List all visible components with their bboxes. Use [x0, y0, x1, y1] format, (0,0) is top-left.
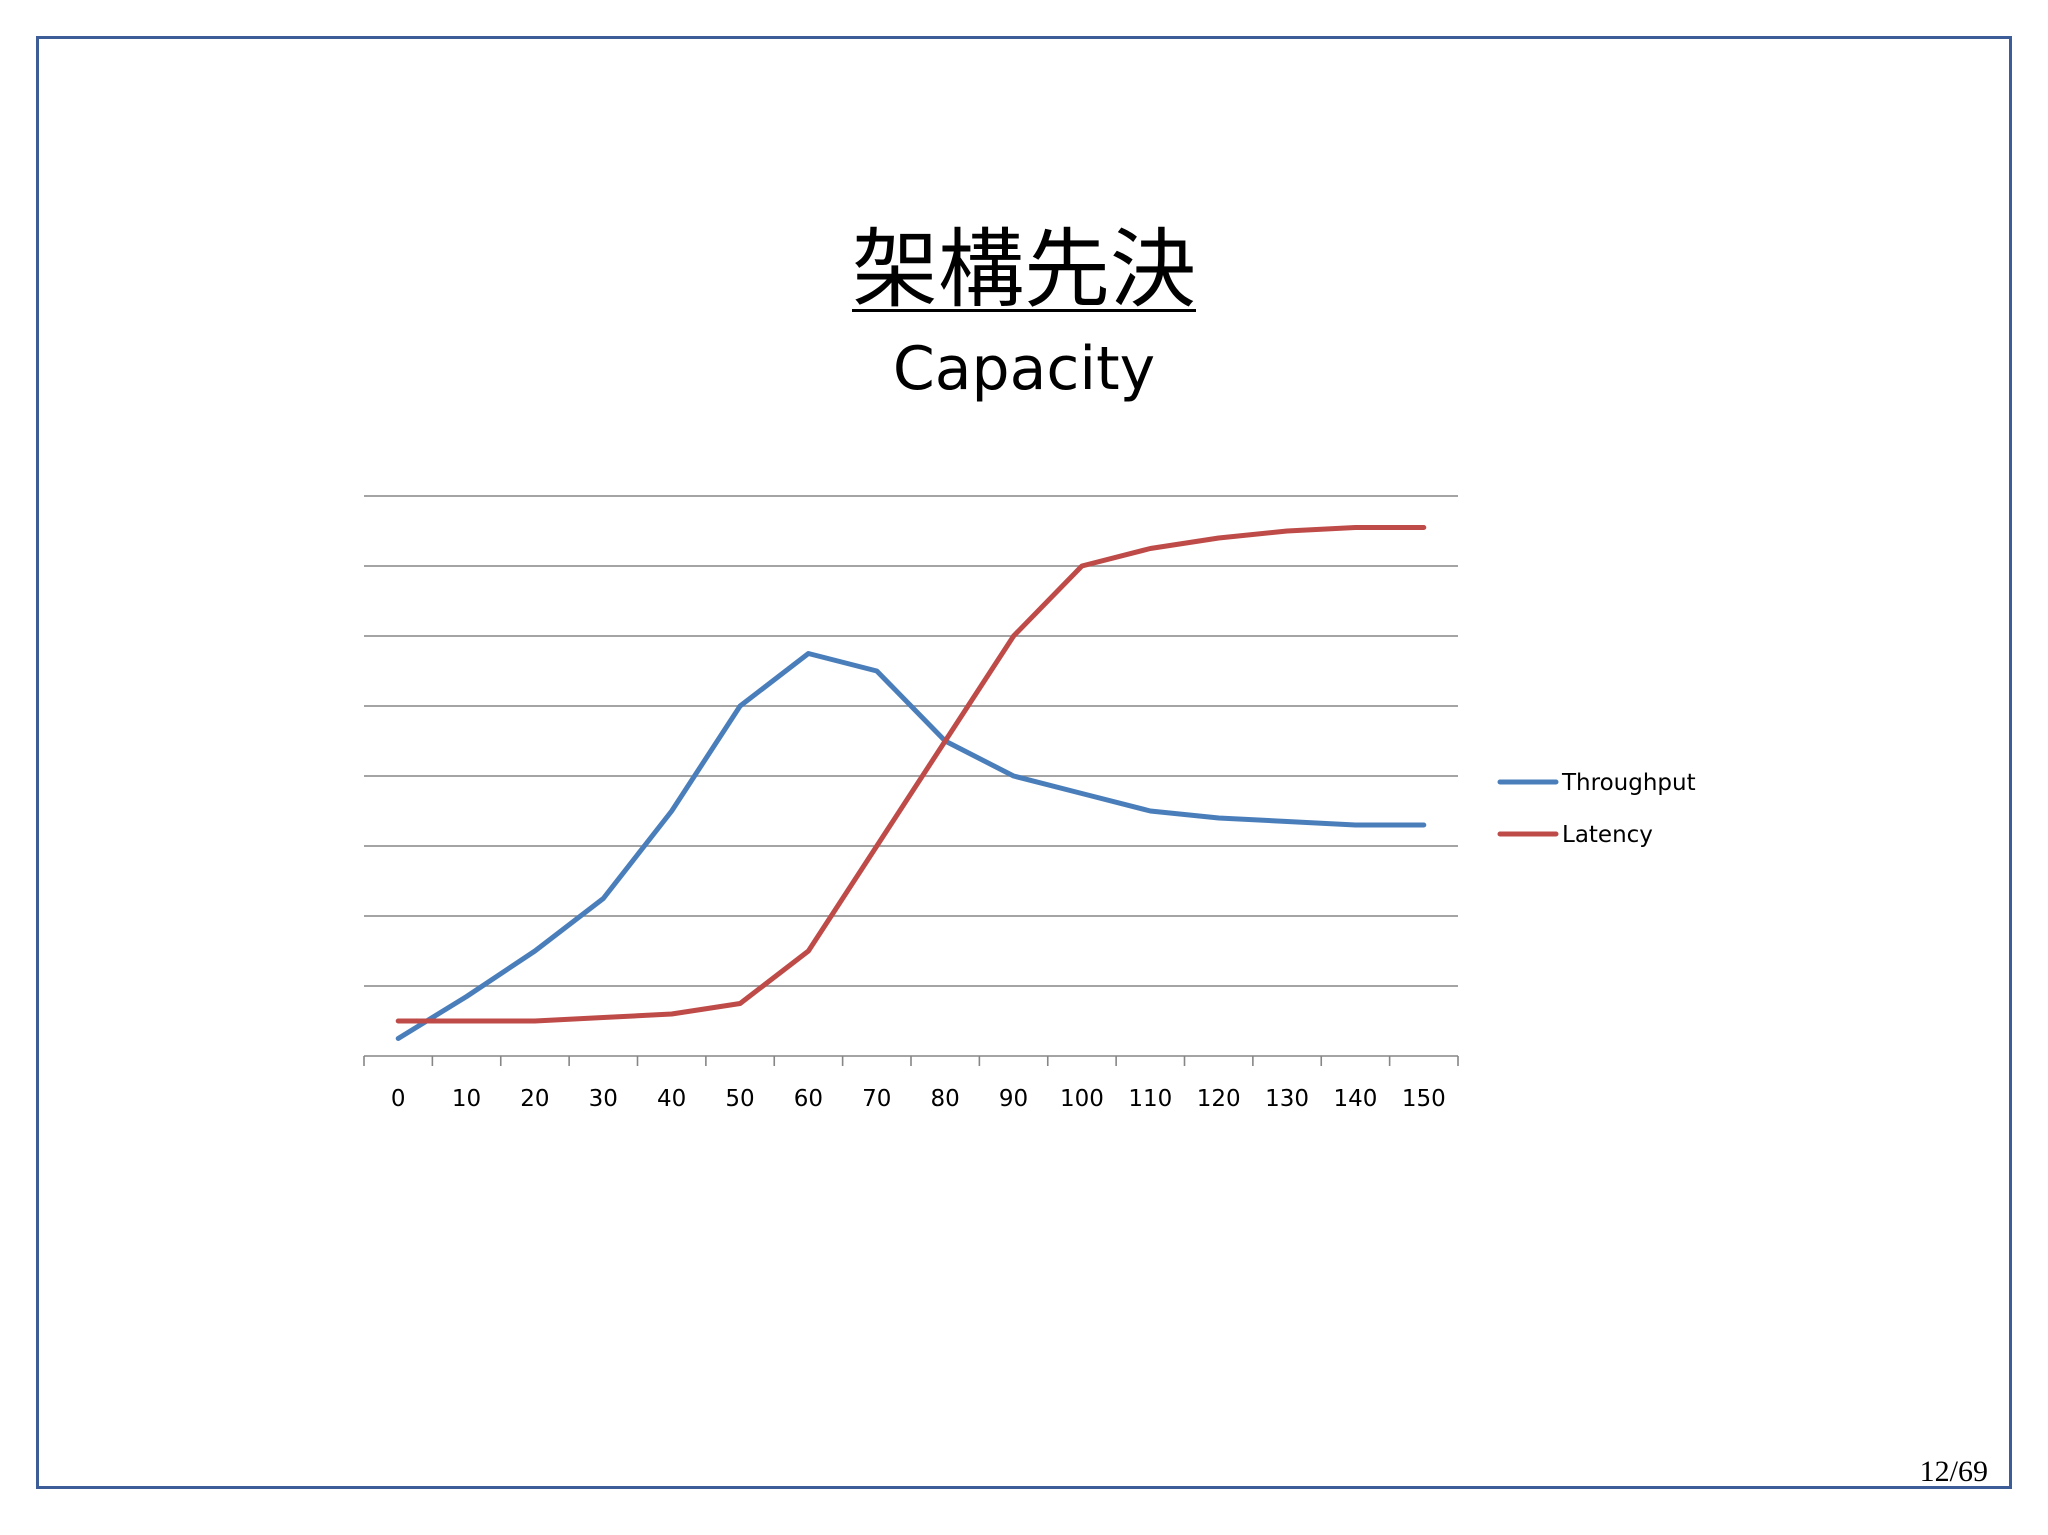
x-tick-label: 50 [725, 1086, 754, 1112]
x-tick-label: 80 [931, 1086, 960, 1112]
x-tick-label: 150 [1402, 1086, 1446, 1112]
x-tick-label: 90 [999, 1086, 1028, 1112]
slide-title: 架構先決 [0, 220, 2048, 320]
x-tick-label: 0 [391, 1086, 406, 1112]
x-tick-label: 70 [862, 1086, 891, 1112]
x-tick-label: 110 [1128, 1086, 1172, 1112]
page-number: 12/69 [1919, 1455, 1988, 1488]
x-tick-label: 100 [1060, 1086, 1104, 1112]
x-tick-label: 120 [1197, 1086, 1241, 1112]
x-tick-label: 60 [794, 1086, 823, 1112]
series-lines [395, 525, 1427, 1041]
series-line-latency [395, 525, 1427, 1024]
legend-label-latency: Latency [1562, 822, 1653, 848]
series-line-throughput [395, 651, 1427, 1041]
slide-subtitle: Capacity [892, 334, 1156, 404]
gridlines [364, 495, 1458, 987]
x-tick-label: 30 [589, 1086, 618, 1112]
x-tick-label: 130 [1265, 1086, 1309, 1112]
x-tick-label: 20 [520, 1086, 549, 1112]
slide-frame [36, 36, 2012, 1489]
slide-title-text: 架構先決 [852, 220, 1196, 320]
x-tick-label: 40 [657, 1086, 686, 1112]
x-tick-label: 10 [452, 1086, 481, 1112]
x-tick-label: 140 [1333, 1086, 1377, 1112]
legend: Throughput Latency [1497, 770, 1696, 848]
legend-label-throughput: Throughput [1561, 770, 1696, 796]
x-axis: 0 10 20 30 40 50 60 70 80 90 100 110 120 130 140 150 [363, 1055, 1459, 1112]
